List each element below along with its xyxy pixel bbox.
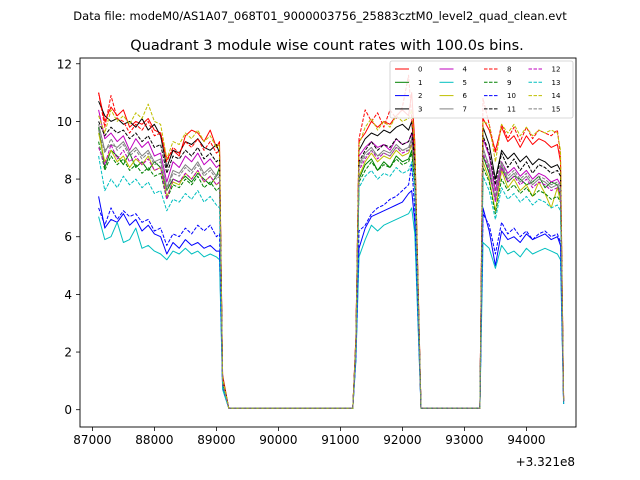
plot-lines [98,74,565,409]
legend-label-6: 6 [463,92,468,100]
x-axis: 87000 88000 89000 90000 91000 92000 93000 94000 [73,427,545,447]
chart-title: Quadrant 3 module wise count rates with … [130,38,524,54]
y-tick-label: 12 [57,57,72,71]
y-tick-label: 8 [64,173,72,187]
series-line-14 [98,103,565,409]
legend-label-4: 4 [463,66,468,74]
legend-label-12: 12 [552,66,561,74]
legend-label-0: 0 [418,66,422,74]
legend-label-13: 13 [552,79,561,87]
legend-label-10: 10 [507,92,516,100]
x-tick-label: 94000 [507,433,545,447]
series-line-15 [98,129,565,409]
series-line-2 [98,190,565,409]
legend-label-14: 14 [552,92,561,100]
legend-label-9: 9 [507,79,511,87]
y-axis: 0 2 4 6 8 10 12 [57,57,80,417]
x-tick-label: 87000 [73,433,111,447]
y-tick-label: 4 [64,288,72,302]
legend-label-2: 2 [418,92,422,100]
y-tick-label: 0 [64,403,72,417]
x-tick-label: 89000 [197,433,235,447]
plot-frame [79,57,577,428]
legend-label-11: 11 [507,105,516,113]
axis-offset-text: +3.321e8 [516,455,575,469]
y-tick-label: 6 [64,230,72,244]
legend-box [389,60,574,119]
y-tick-label: 10 [57,115,72,129]
x-tick-label: 93000 [445,433,483,447]
x-tick-label: 90000 [259,433,297,447]
legend-label-15: 15 [552,105,561,113]
legend-label-8: 8 [507,66,511,74]
legend-label-7: 7 [463,105,467,113]
x-tick-label: 91000 [321,433,359,447]
y-tick-label: 2 [64,346,72,360]
x-tick-label: 92000 [383,433,421,447]
series-line-5 [98,207,565,409]
data-file-suptitle: Data file: modeM0/AS1A07_068T01_90000037… [73,9,567,23]
legend-label-5: 5 [463,79,467,87]
legend-label-3: 3 [418,105,422,113]
x-tick-label: 88000 [135,433,173,447]
series-line-7 [98,124,565,409]
legend-label-1: 1 [418,79,422,87]
